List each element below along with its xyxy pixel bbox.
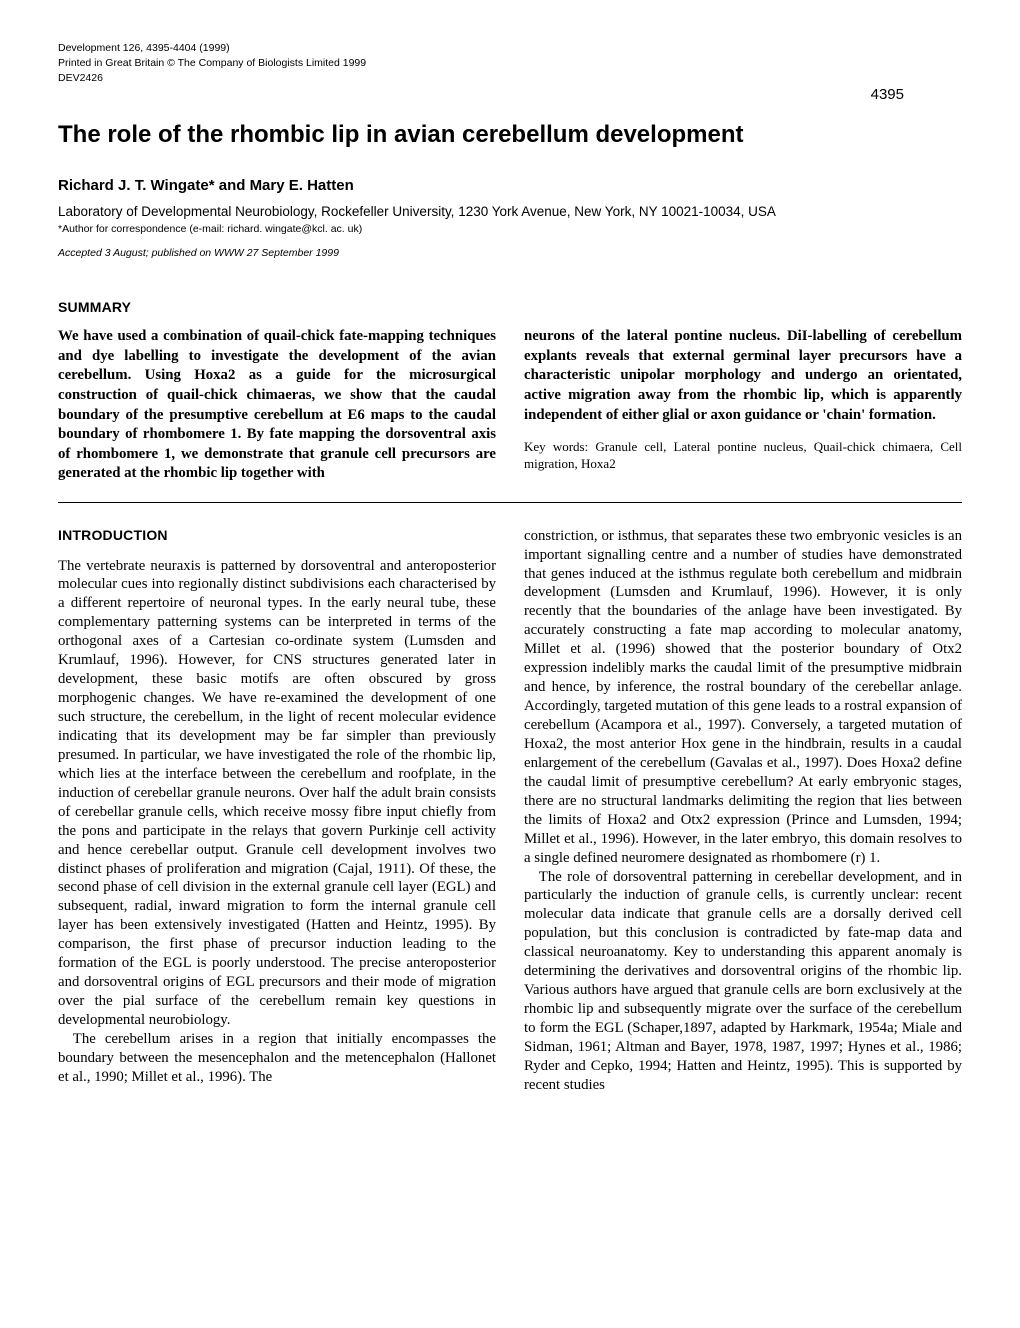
intro-right-column: constriction, or isthmus, that separates… <box>524 527 962 1095</box>
page-number: 4395 <box>871 86 904 103</box>
summary-right-bold: neurons of the lateral pontine nucleus. … <box>524 327 962 425</box>
introduction-block: INTRODUCTION The vertebrate neuraxis is … <box>58 527 962 1095</box>
intro-left-p1: The vertebrate neuraxis is patterned by … <box>58 557 496 1030</box>
summary-keywords: Key words: Granule cell, Lateral pontine… <box>524 439 962 473</box>
summary-block: We have used a combination of quail-chic… <box>58 327 962 483</box>
summary-left: We have used a combination of quail-chic… <box>58 327 496 483</box>
intro-left-column: INTRODUCTION The vertebrate neuraxis is … <box>58 527 496 1095</box>
section-divider <box>58 502 962 503</box>
intro-heading: INTRODUCTION <box>58 527 496 545</box>
journal-meta-line-3: DEV2426 <box>58 72 962 85</box>
summary-heading: SUMMARY <box>58 299 962 315</box>
summary-right: neurons of the lateral pontine nucleus. … <box>524 327 962 483</box>
accepted-line: Accepted 3 August; published on WWW 27 S… <box>58 247 962 259</box>
journal-meta-line-2: Printed in Great Britain © The Company o… <box>58 57 962 70</box>
affiliation: Laboratory of Developmental Neurobiology… <box>58 204 962 219</box>
journal-meta-line-1: Development 126, 4395-4404 (1999) <box>58 42 962 55</box>
intro-right-p1: constriction, or isthmus, that separates… <box>524 527 962 868</box>
correspondence: *Author for correspondence (e-mail: rich… <box>58 223 962 235</box>
intro-left-p2: The cerebellum arises in a region that i… <box>58 1030 496 1087</box>
authors: Richard J. T. Wingate* and Mary E. Hatte… <box>58 177 962 194</box>
intro-right-p2: The role of dorsoventral patterning in c… <box>524 868 962 1095</box>
page-title: The role of the rhombic lip in avian cer… <box>58 121 962 149</box>
